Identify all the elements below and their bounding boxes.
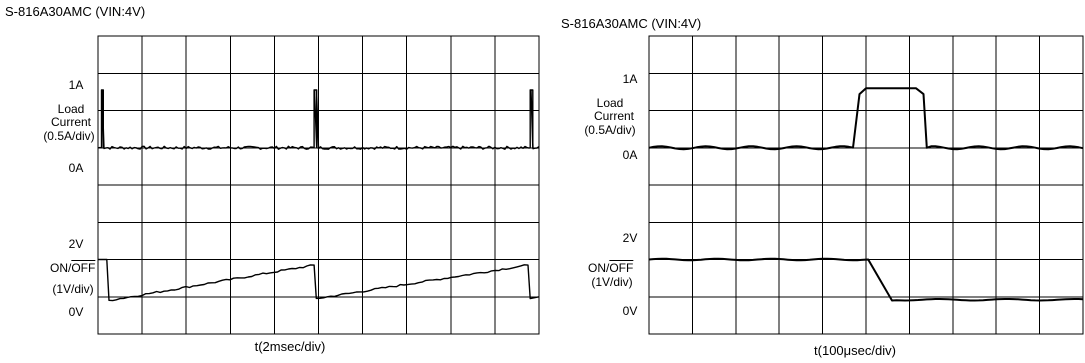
left-ch2-bottom-label: 0V: [68, 305, 84, 319]
left-ch1-bottom-label: 0A: [68, 161, 84, 175]
left-ch2-name: ON/OFF: [50, 262, 95, 275]
left-ch1-name-line2: Current: [50, 115, 91, 129]
left-ch2-top-label: 2V: [68, 237, 84, 251]
left-ch2-name-off: OFF: [71, 261, 96, 275]
right-ch2-name-on: ON/: [588, 261, 610, 275]
right-ch1-scale: (0.5A/div): [584, 123, 636, 137]
left-ch1-scale: (0.5A/div): [43, 129, 95, 143]
left-trace-on-off: [98, 258, 540, 302]
right-frame: [648, 35, 1084, 335]
right-ch1-bottom-label: 0A: [622, 148, 638, 162]
right-trace-on-off: [648, 257, 1084, 302]
left-ch2-scale: (1V/div): [52, 282, 94, 296]
left-ch1-name-line1: Load: [57, 102, 85, 116]
left-grid: [98, 36, 539, 334]
right-chart-title: S-816A30AMC (VIN:4V): [561, 16, 702, 31]
left-chart-title: S-816A30AMC (VIN:4V): [5, 4, 146, 19]
left-ch2-name-on: ON/: [50, 261, 72, 275]
left-trace-load-current: [97, 89, 540, 150]
right-ch2-scale: (1V/div): [591, 275, 633, 289]
right-x-axis-label: t(100μsec/div): [814, 343, 896, 358]
left-scope-panel: S-816A30AMC (VIN:4V) 1A Load Current (0.…: [5, 4, 540, 354]
right-ch2-top-label: 2V: [622, 231, 638, 245]
left-frame: [97, 35, 540, 335]
right-ch2-bottom-label: 0V: [622, 304, 638, 318]
right-ch2-name: ON/OFF: [588, 262, 633, 275]
right-grid: [649, 36, 1083, 334]
left-x-axis-label: t(2msec/div): [254, 339, 326, 354]
right-scope-plot: [648, 35, 1084, 335]
left-scope-plot: [97, 35, 540, 335]
right-trace-load-current: [648, 87, 1084, 151]
right-scope-panel: S-816A30AMC (VIN:4V) 1A Load Current (0.…: [545, 0, 1085, 363]
right-ch1-name-line2: Current: [593, 109, 634, 123]
right-ch1-top-label: 1A: [622, 72, 638, 86]
left-ch1-top-label: 1A: [68, 78, 84, 92]
right-ch1-name-line1: Load: [596, 96, 624, 110]
right-ch2-name-off: OFF: [609, 261, 634, 275]
